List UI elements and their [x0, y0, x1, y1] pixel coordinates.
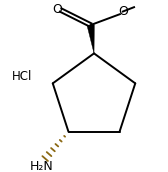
Polygon shape — [87, 25, 94, 53]
Text: O: O — [118, 5, 128, 18]
Text: HCl: HCl — [12, 70, 32, 83]
Text: O: O — [52, 3, 62, 16]
Text: H₂N: H₂N — [30, 160, 54, 172]
